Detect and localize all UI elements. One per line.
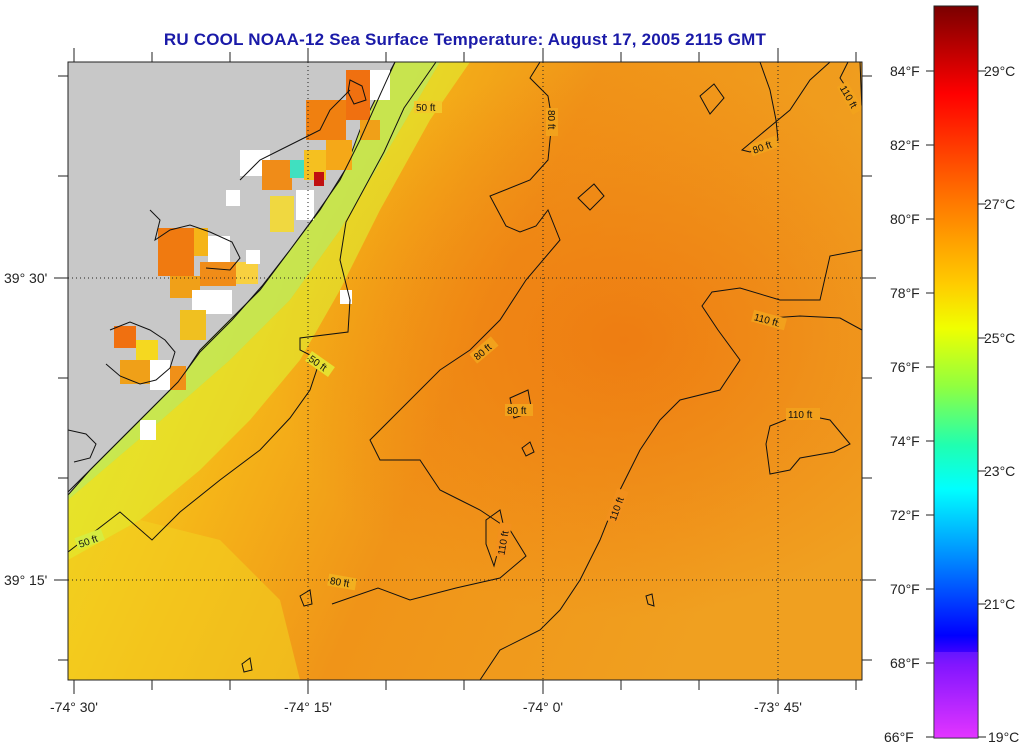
colorbar-f-label: 68°F	[890, 655, 920, 671]
tick-marks	[54, 48, 876, 694]
colorbar-f-label: 84°F	[890, 63, 920, 79]
coastline	[68, 62, 396, 493]
colorbar-c-label: 23°C	[984, 463, 1015, 479]
colorbar-f-label: 72°F	[890, 507, 920, 523]
lat-label: 39° 15'	[4, 572, 47, 588]
contour-label: 80 ft	[507, 406, 527, 417]
lon-label: -74° 15'	[284, 699, 332, 715]
graticule	[68, 62, 862, 680]
colorbar: 84°F 82°F 80°F 78°F 76°F 74°F 72°F 70°F …	[884, 5, 1019, 745]
contour-label: 80 ft	[545, 110, 556, 130]
contour-label: 50 ft	[416, 103, 436, 114]
colorbar-f-label: 76°F	[890, 359, 920, 375]
colorbar-c-label: 29°C	[984, 63, 1015, 79]
colorbar-f-label: 80°F	[890, 211, 920, 227]
lon-label: -74° 0'	[523, 699, 563, 715]
colorbar-f-label: 70°F	[890, 581, 920, 597]
lon-label: -73° 45'	[754, 699, 802, 715]
ocean-field: 50 ft 50 ft 50 ft 80 ft 80 ft 80 ft 80 f…	[68, 62, 862, 680]
latitude-labels: 39° 30' 39° 15'	[4, 270, 47, 588]
longitude-labels: -74° 30' -74° 15' -74° 0' -73° 45'	[50, 699, 802, 715]
contour-label: 110 ft	[496, 530, 511, 556]
colorbar-f-label: 66°F	[884, 729, 914, 745]
map-title: RU COOL NOAA-12 Sea Surface Temperature:…	[163, 30, 767, 49]
plot-frame	[67, 61, 863, 681]
colorbar-c-label: 21°C	[984, 596, 1015, 612]
colorbar-c-label: 27°C	[984, 196, 1015, 212]
estuary-pixels	[114, 70, 390, 440]
colorbar-gradient	[933, 5, 979, 739]
lon-label: -74° 30'	[50, 699, 98, 715]
colorbar-c-label: 19°C	[988, 729, 1019, 745]
colorbar-f-label: 82°F	[890, 137, 920, 153]
colorbar-f-label: 78°F	[890, 285, 920, 301]
colorbar-c-label: 25°C	[984, 330, 1015, 346]
contour-label: 110 ft	[788, 410, 812, 421]
colorbar-f-label: 74°F	[890, 433, 920, 449]
lat-label: 39° 30'	[4, 270, 47, 286]
